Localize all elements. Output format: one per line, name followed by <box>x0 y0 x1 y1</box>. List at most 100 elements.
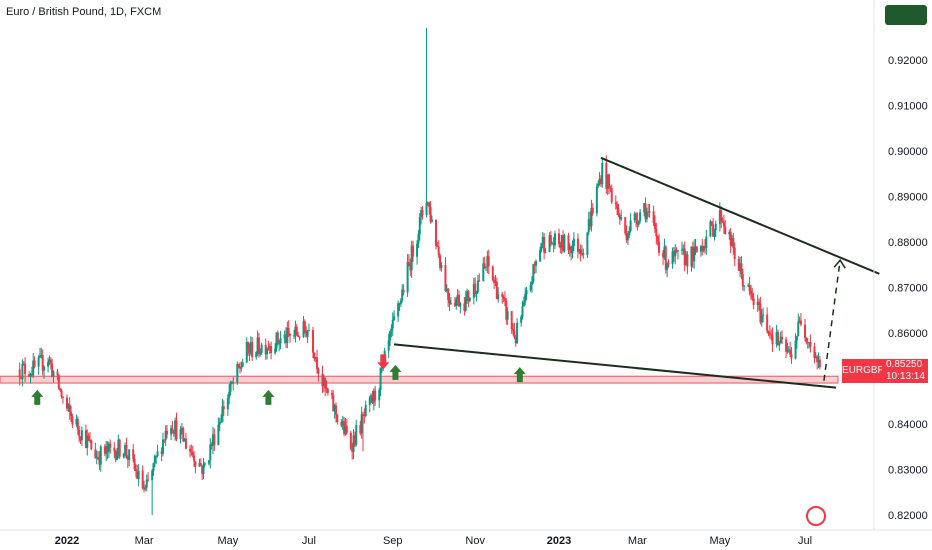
candle <box>614 195 617 210</box>
candle <box>513 322 516 340</box>
candle-body <box>639 212 642 222</box>
candle <box>747 283 750 288</box>
candle-body <box>747 285 750 287</box>
candle <box>260 342 263 355</box>
candle <box>294 320 297 343</box>
candle-body <box>163 439 166 441</box>
candle-body <box>491 266 494 280</box>
candle <box>84 424 87 449</box>
candle <box>321 365 324 394</box>
candle <box>580 245 583 257</box>
candle <box>163 439 166 444</box>
candle <box>532 263 535 284</box>
candle <box>191 445 194 458</box>
arrow-up-icon[interactable] <box>513 367 526 383</box>
candle <box>59 387 62 392</box>
candle <box>352 429 355 460</box>
candle <box>476 274 479 294</box>
candle-body <box>466 291 469 298</box>
candle <box>778 341 781 351</box>
candle-body <box>237 363 240 368</box>
candle <box>428 201 431 215</box>
candle-body <box>589 219 592 227</box>
candle <box>732 232 735 255</box>
candle-body <box>360 414 363 434</box>
candle-body <box>497 293 500 300</box>
projection-line[interactable] <box>823 260 841 381</box>
candle <box>644 197 647 223</box>
tradingview-logo-icon[interactable] <box>806 506 826 526</box>
candle <box>353 431 356 447</box>
candle <box>326 387 329 396</box>
upper-trendline[interactable] <box>600 156 880 275</box>
candle-body <box>540 243 543 251</box>
candle <box>694 238 697 256</box>
candle <box>808 341 811 349</box>
candle-body <box>808 342 811 344</box>
candle <box>539 246 542 263</box>
candle <box>317 367 320 382</box>
arrow-up-icon[interactable] <box>262 389 275 405</box>
candle-body <box>685 254 688 266</box>
candle <box>201 465 204 480</box>
candle <box>29 372 32 384</box>
candle <box>628 226 631 239</box>
candle-body <box>41 355 44 371</box>
candle <box>429 201 432 224</box>
candle-body <box>618 214 621 220</box>
candle-body <box>191 452 194 456</box>
y-tick-label: 0.90000 <box>888 146 928 158</box>
candle <box>817 352 820 369</box>
candle-body <box>516 322 519 344</box>
candle <box>79 436 82 444</box>
candle-body <box>137 470 140 479</box>
candle <box>133 454 136 472</box>
candle-body <box>322 378 325 387</box>
candle <box>597 180 600 189</box>
candle-body <box>33 360 36 367</box>
candle-body <box>266 348 269 355</box>
candle-body <box>751 293 754 299</box>
candle-body <box>505 300 508 320</box>
candle <box>560 234 563 255</box>
arrow-up-icon[interactable] <box>31 389 44 405</box>
candle-body <box>453 303 456 306</box>
candle-body <box>293 335 296 337</box>
candle-body <box>245 341 248 363</box>
candle-body <box>648 211 651 213</box>
candle <box>255 351 258 360</box>
candle <box>609 185 612 193</box>
candle <box>170 424 173 441</box>
candle <box>211 426 214 454</box>
top-right-badge[interactable] <box>885 5 927 25</box>
candle <box>156 444 159 458</box>
candle-body <box>66 397 68 409</box>
lower-trendline[interactable] <box>394 343 837 389</box>
candle <box>295 323 298 337</box>
arrow-up-icon[interactable] <box>389 364 402 380</box>
candle-body <box>667 263 670 265</box>
candle <box>391 312 394 337</box>
candle-body <box>548 235 551 252</box>
candle <box>497 287 500 303</box>
candle-body <box>816 356 819 363</box>
candle <box>182 426 185 442</box>
candle <box>241 358 244 368</box>
candle <box>207 459 210 466</box>
arrow-down-icon[interactable] <box>377 354 390 370</box>
candle <box>278 339 281 352</box>
candle <box>447 287 450 307</box>
candle-body <box>578 249 581 252</box>
candle-body <box>814 356 817 358</box>
x-tick-label: Jul <box>798 535 812 547</box>
candle-body <box>809 342 812 347</box>
candle <box>293 329 296 339</box>
candle <box>472 277 475 305</box>
candle <box>533 261 536 274</box>
candle-body <box>114 450 117 460</box>
y-tick-label: 0.92000 <box>888 55 928 67</box>
candle <box>551 241 554 245</box>
candle <box>270 341 273 360</box>
candle <box>629 213 632 233</box>
